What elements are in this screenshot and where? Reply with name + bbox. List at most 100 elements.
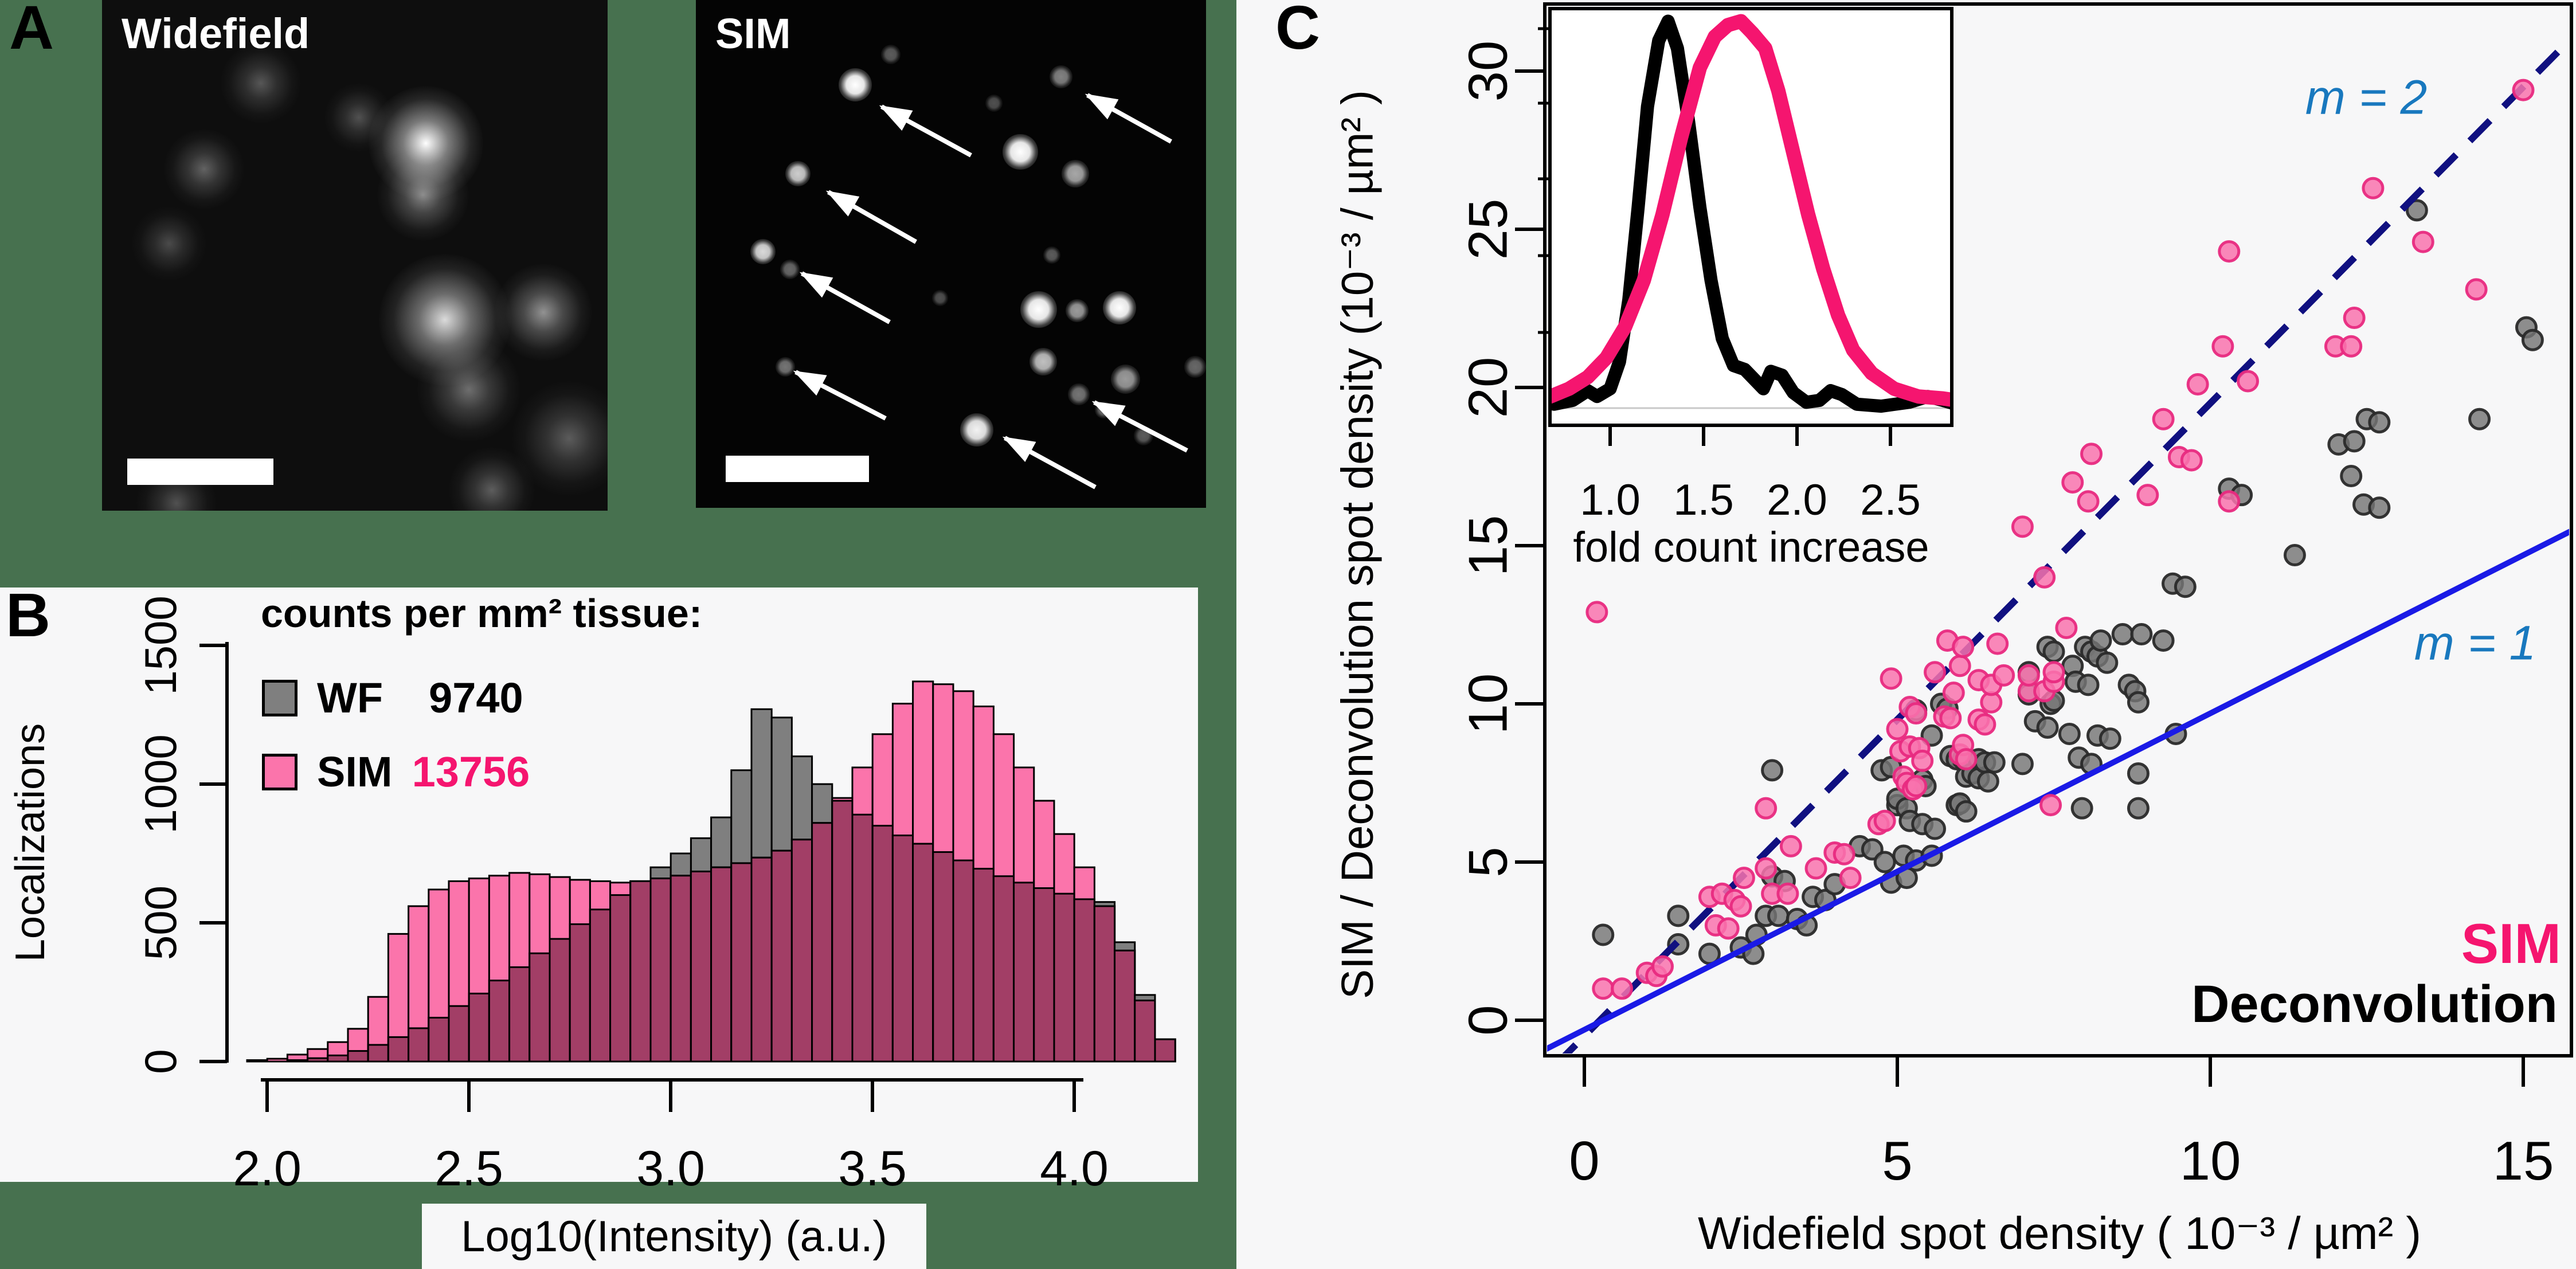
overlap-bar	[1013, 882, 1035, 1063]
m2-reference-line	[1562, 36, 2569, 1053]
sim-point	[2017, 664, 2040, 687]
sim-legend-swatch	[262, 753, 297, 790]
b-x-tick-label: 2.0	[233, 1141, 302, 1196]
b-x-tick-label: 3.0	[636, 1141, 705, 1196]
overlap-bar	[367, 1044, 389, 1063]
panel-b-label: B	[6, 580, 50, 649]
panel-c-xlabel: Widefield spot density ( 10⁻³ / µm² )	[1697, 1208, 2422, 1259]
sim-point	[2362, 177, 2385, 199]
sim-point	[1717, 917, 1740, 940]
inset-x-tick-label: 1.5	[1673, 476, 1734, 524]
overlap-bar	[831, 800, 854, 1063]
overlap-bar	[1114, 949, 1136, 1063]
inset-x-tick-label: 2.0	[1767, 476, 1827, 524]
overlap-bar	[790, 839, 813, 1063]
sim-spot	[839, 68, 872, 101]
sim-point	[2411, 230, 2434, 253]
sim-point	[1839, 867, 1862, 890]
deconvolution-point	[1761, 759, 1784, 782]
sim-spot	[785, 160, 811, 187]
deconvolution-point	[2468, 408, 2491, 430]
sim-point	[1942, 682, 1965, 704]
inset-curves	[1552, 14, 1950, 413]
panel-b-title: counts per mm² tissue:	[261, 591, 703, 636]
sim-spot	[1184, 356, 1206, 378]
overlap-bar	[468, 992, 490, 1063]
sim-point	[2136, 484, 2159, 507]
overlap-bar	[992, 875, 1015, 1063]
c-y-tick-label: 0	[1458, 1005, 1519, 1035]
sim-point	[1905, 702, 1928, 725]
sim-point	[1974, 713, 1996, 736]
sim-point	[2237, 370, 2260, 393]
histogram-bars	[246, 680, 1176, 1063]
deconvolution-point	[1924, 817, 1947, 840]
sim-point	[1873, 809, 1896, 832]
overlap-bar	[1134, 1000, 1156, 1063]
deconvolution-point	[2283, 544, 2306, 567]
sim-spot	[1043, 246, 1061, 264]
deconvolution-point	[2011, 753, 2034, 775]
overlap-bar	[710, 866, 733, 1063]
overlap-bar	[811, 822, 833, 1063]
overlap-bar	[932, 851, 954, 1063]
b-x-tick-label: 4.0	[1040, 1141, 1109, 1196]
b-x-tick-label: 3.5	[838, 1141, 907, 1196]
annotation-arrow	[1091, 400, 1188, 453]
sim-point	[1779, 835, 1802, 857]
sim-point	[1952, 636, 1975, 659]
c-y-tick-label: 15	[1458, 515, 1519, 577]
wf-legend-swatch	[262, 679, 297, 716]
sim-spot	[1029, 348, 1057, 375]
sim-point	[2039, 794, 2062, 817]
sim-spot	[750, 238, 776, 265]
sim-point	[2033, 566, 2056, 589]
legend-row-wf: WF 9740	[262, 673, 523, 722]
b-y-tick-label: 1500	[135, 596, 186, 695]
deconvolution-point	[1873, 851, 1896, 874]
sim-point	[1955, 748, 1978, 771]
widefield-blob	[221, 43, 301, 123]
overlap-bar	[428, 1017, 450, 1063]
deconvolution-point	[2127, 691, 2150, 714]
deconvolution-point	[2127, 762, 2150, 785]
deconvolution-point	[2099, 727, 2121, 750]
sim-scale-bar	[726, 456, 869, 482]
overlap-bar	[609, 894, 632, 1063]
overlap-bar	[1073, 898, 1095, 1063]
sim-series-label: SIM	[2461, 912, 2561, 975]
deconvolution-series-label: Deconvolution	[2191, 975, 2558, 1033]
wf-legend-count: 9740	[429, 674, 523, 722]
sim-point	[1911, 749, 1934, 772]
overlap-bar	[307, 1057, 329, 1063]
c-y-tick-label: 20	[1458, 357, 1519, 418]
overlap-bar	[972, 868, 995, 1063]
b-x-tick-label: 2.5	[434, 1141, 503, 1196]
overlap-bar	[912, 843, 934, 1063]
sim-spot	[776, 357, 795, 377]
sim-point	[1611, 977, 1634, 1000]
sim-point	[2340, 335, 2363, 358]
sim-point	[1905, 775, 1928, 798]
overlap-bar	[1033, 887, 1055, 1063]
overlap-bar	[730, 862, 753, 1063]
c-y-tick-label: 30	[1458, 41, 1519, 102]
sim-point	[1939, 707, 1962, 730]
overlap-bar	[327, 1054, 349, 1063]
deconvolution-point	[1976, 770, 1999, 793]
widefield-blob	[449, 447, 535, 511]
sim-point	[1986, 632, 2009, 655]
overlap-bar	[891, 835, 914, 1063]
c-y-tick-label: 25	[1458, 199, 1519, 260]
c-x-tick-label: 0	[1569, 1130, 1599, 1192]
deconvolution-point	[1592, 923, 1615, 946]
inset-sim-curve	[1552, 14, 1950, 407]
widefield-blob	[377, 149, 469, 241]
annotation-arrow	[879, 104, 972, 158]
sim-point	[1833, 843, 1855, 865]
overlap-bar	[750, 856, 773, 1063]
deconvolution-point	[2174, 575, 2197, 598]
sim-spot	[1068, 383, 1090, 405]
sim-point	[1948, 655, 1971, 677]
sim-point	[1592, 977, 1615, 1000]
